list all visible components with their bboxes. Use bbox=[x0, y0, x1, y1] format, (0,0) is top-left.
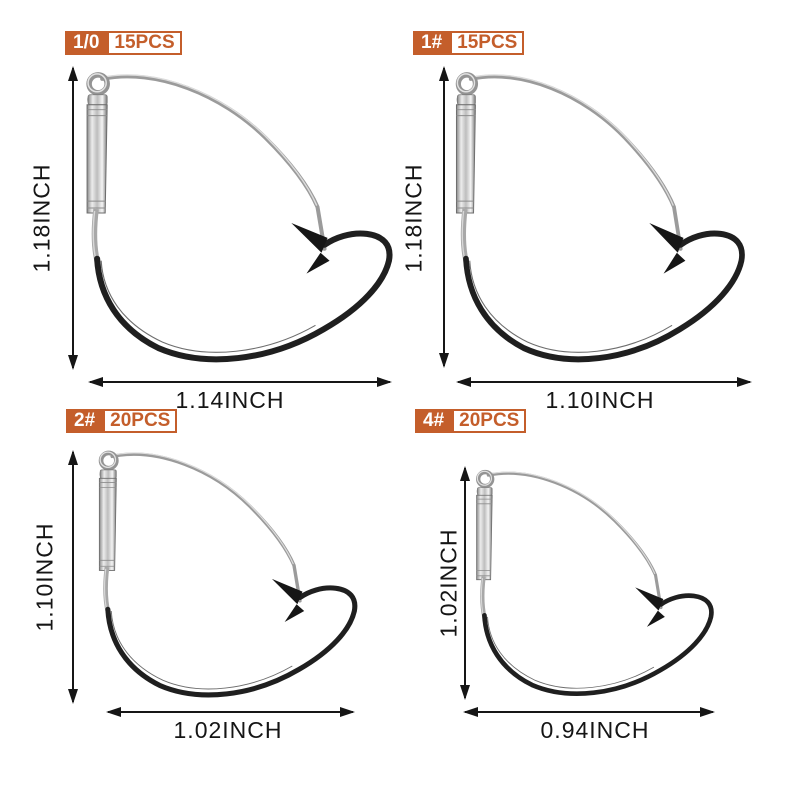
pcs-count-badge: 20PCS bbox=[103, 409, 178, 433]
size-badge: 4# bbox=[415, 409, 453, 433]
width-dimension-label: 0.94INCH bbox=[540, 717, 650, 743]
fishing-hook-photo bbox=[468, 462, 718, 702]
width-dimension-label: 1.10INCH bbox=[545, 387, 655, 413]
pcs-count-badge: 20PCS bbox=[452, 409, 527, 433]
height-dimension-arrow bbox=[438, 66, 449, 368]
pcs-count-badge: 15PCS bbox=[450, 31, 525, 55]
width-dimension-arrow bbox=[106, 706, 355, 717]
badge-group: 1/0 15PCS bbox=[65, 31, 182, 55]
size-badge: 1/0 bbox=[65, 31, 108, 55]
pcs-count-badge: 15PCS bbox=[107, 31, 182, 55]
width-dimension-arrow bbox=[456, 376, 752, 387]
width-dimension-arrow bbox=[463, 706, 715, 717]
height-dimension-arrow bbox=[67, 450, 78, 704]
badge-group: 4# 20PCS bbox=[415, 409, 527, 433]
size-badge: 1# bbox=[413, 31, 451, 55]
size-badge: 2# bbox=[66, 409, 104, 433]
width-dimension-label: 1.02INCH bbox=[173, 717, 283, 743]
badge-group: 1# 15PCS bbox=[413, 31, 525, 55]
height-dimension-arrow bbox=[67, 66, 78, 370]
badge-group: 2# 20PCS bbox=[66, 409, 178, 433]
width-dimension-arrow bbox=[88, 376, 392, 387]
height-dimension-label: 1.02INCH bbox=[435, 528, 462, 638]
width-dimension-label: 1.14INCH bbox=[175, 387, 285, 413]
height-dimension-arrow bbox=[459, 466, 470, 700]
